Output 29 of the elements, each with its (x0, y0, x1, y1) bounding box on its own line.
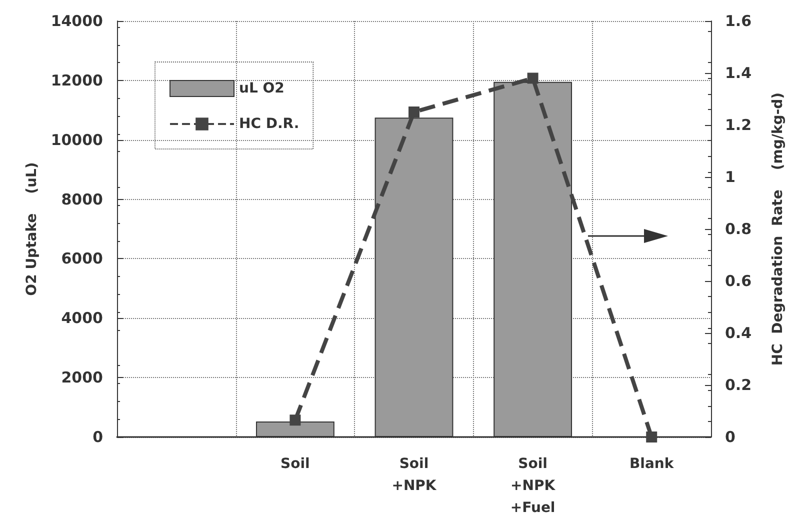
y-tick-label: 4000 (61, 309, 103, 328)
legend-label: HC D.R. (239, 116, 300, 132)
y2-tick-label: 1.6 (725, 12, 752, 30)
y-tick-label: 14000 (50, 12, 103, 30)
y2-tick-label: 0.4 (725, 324, 752, 342)
y-tick-label: 0 (92, 428, 103, 446)
x-tick-label: Soil (280, 456, 310, 472)
y2-tick-label: 0.2 (725, 376, 752, 394)
point (527, 72, 538, 84)
y2-tick-label: 0 (725, 428, 736, 446)
y-axis-title: O2 Uptake (uL) (24, 162, 40, 296)
x-tick-label: Soil +NPK (392, 456, 438, 494)
legend-label: uL O2 (239, 80, 284, 96)
point (290, 414, 301, 426)
y2-tick-label: 0.8 (725, 220, 752, 238)
y2-tick-label: 1.4 (725, 64, 752, 82)
y2-tick-label: 1 (725, 168, 736, 186)
y-tick-label: 12000 (50, 71, 103, 90)
x-tick-label: Soil +NPK +Fuel (510, 456, 556, 516)
y-tick-label: 8000 (61, 190, 103, 208)
y-tick-label: 2000 (61, 368, 103, 387)
point (408, 106, 420, 118)
y-tick-label: 10000 (50, 130, 103, 149)
x-tick-label: Blank (630, 456, 674, 472)
y-tick-label: 6000 (61, 250, 103, 268)
point (646, 432, 658, 442)
y2-tick-label: 0.6 (725, 272, 752, 290)
y2-tick-label: 1.2 (725, 116, 752, 134)
y2-axis-title: HC Degradation Rate (mg/kg-d) (770, 92, 786, 366)
